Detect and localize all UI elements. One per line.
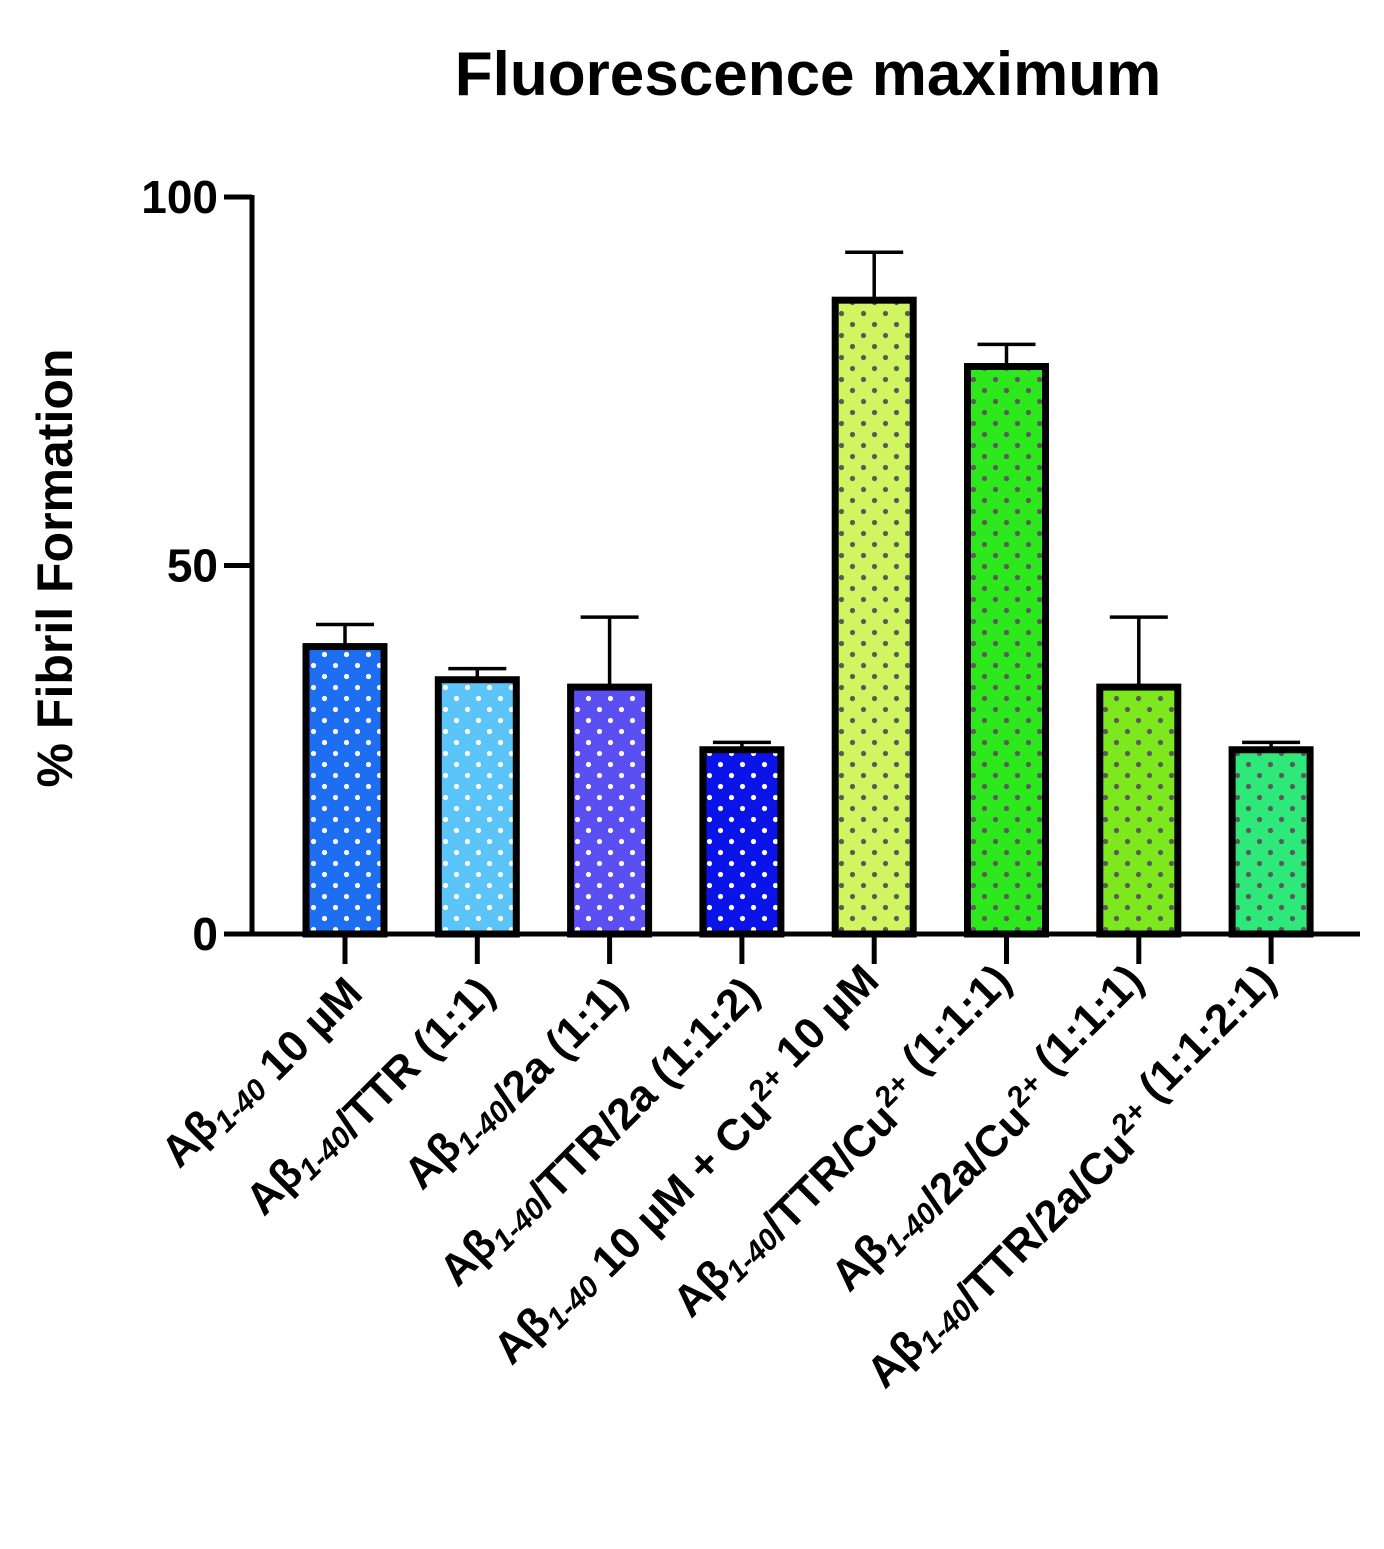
- error-bar: [712, 740, 771, 747]
- bar: [699, 746, 785, 938]
- chart-title: Fluorescence maximum: [455, 40, 1161, 109]
- x-axis: [250, 931, 1360, 964]
- error-bar: [1109, 615, 1168, 685]
- bar: [964, 363, 1049, 938]
- bar: [1096, 683, 1182, 938]
- bars-group: [302, 296, 1314, 938]
- y-tick-label: 50: [167, 540, 218, 592]
- bar: [434, 676, 520, 938]
- y-tick-label: 100: [141, 171, 218, 223]
- bar: [302, 643, 388, 938]
- y-tick-label: 0: [192, 908, 218, 960]
- error-bar: [580, 615, 639, 685]
- y-axis: 0 50 100: [141, 171, 255, 960]
- bar: [831, 296, 917, 938]
- bar: [1228, 746, 1314, 938]
- error-bars-group: [316, 250, 1301, 747]
- error-bar: [845, 250, 904, 298]
- error-bar: [316, 622, 374, 644]
- y-axis-label: % Fibril Formation: [27, 349, 83, 788]
- error-bar: [1242, 740, 1301, 747]
- error-bar: [977, 342, 1036, 364]
- error-bar: [448, 666, 507, 677]
- bar: [567, 683, 653, 938]
